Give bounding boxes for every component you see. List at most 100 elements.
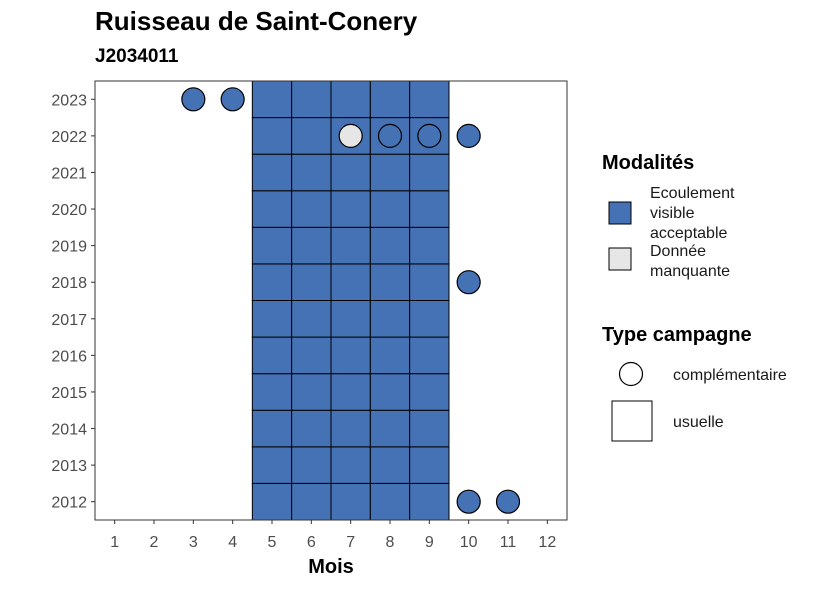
y-tick-label: 2014 <box>51 422 87 439</box>
usuelle-tile <box>330 153 371 192</box>
complementaire-point <box>220 87 245 112</box>
legend-label-manquante: Donnée <box>650 243 706 260</box>
x-tick-label: 7 <box>346 534 355 551</box>
complementaire-point <box>417 123 442 148</box>
usuelle-tile <box>409 300 450 338</box>
usuelle-tile <box>369 446 411 484</box>
usuelle-tile <box>251 482 293 521</box>
usuelle-tile <box>291 336 332 375</box>
usuelle-tile <box>330 80 371 119</box>
complementaire-point <box>377 123 403 148</box>
usuelle-tile <box>369 153 411 192</box>
usuelle-tile <box>291 153 332 192</box>
usuelle-tile <box>409 226 450 265</box>
legend-title-type: Type campagne <box>602 324 752 346</box>
usuelle-tile <box>330 446 371 484</box>
y-tick-label: 2017 <box>51 312 87 329</box>
y-tick-label: 2018 <box>51 275 87 292</box>
usuelle-tile <box>291 482 332 521</box>
complementaire-point <box>495 489 521 514</box>
x-tick-label: 12 <box>538 534 556 551</box>
legend-key-usuelle <box>611 400 653 442</box>
legend-label-usuelle: usuelle <box>673 414 724 431</box>
chart-title: Ruisseau de Saint-Conery <box>95 6 418 36</box>
usuelle-tile <box>251 373 293 411</box>
usuelle-tile <box>251 263 293 301</box>
usuelle-tile <box>369 80 411 119</box>
usuelle-tile <box>291 409 332 448</box>
legend-label-ecoulement: acceptable <box>650 225 727 242</box>
legend-key-manquante <box>608 247 632 271</box>
usuelle-tile <box>369 190 411 228</box>
x-tick-label: 4 <box>228 534 237 551</box>
y-tick-label: 2015 <box>51 385 87 402</box>
usuelle-tile <box>409 446 450 484</box>
x-tick-label: 8 <box>386 534 395 551</box>
x-tick-label: 5 <box>268 534 277 551</box>
chart-subtitle: J2034011 <box>95 46 179 67</box>
usuelle-tile <box>330 190 371 228</box>
usuelle-tile <box>251 190 293 228</box>
y-tick-label: 2012 <box>51 495 87 512</box>
x-tick-label: 2 <box>150 534 159 551</box>
usuelle-tile <box>409 409 450 448</box>
x-tick-label: 1 <box>110 534 119 551</box>
y-tick-label: 2013 <box>51 458 87 475</box>
usuelle-tile <box>369 482 411 521</box>
usuelle-tile <box>291 300 332 338</box>
y-tick-label: 2016 <box>51 348 87 365</box>
usuelle-tile <box>330 300 371 338</box>
usuelle-tile <box>251 300 293 338</box>
usuelle-tile <box>330 482 371 521</box>
x-tick-label: 6 <box>307 534 316 551</box>
usuelle-tile <box>251 336 293 375</box>
x-tick-label: 3 <box>189 534 198 551</box>
x-tick-label: 11 <box>500 534 517 551</box>
legend-key-complementaire <box>618 361 644 387</box>
complementaire-point <box>456 123 481 148</box>
usuelle-tile <box>369 373 411 411</box>
usuelle-tile <box>409 373 450 411</box>
usuelle-tile <box>291 190 332 228</box>
usuelle-tile <box>369 263 411 301</box>
y-tick-label: 2021 <box>51 165 87 182</box>
y-tick-label: 2023 <box>51 92 87 109</box>
usuelle-tile <box>291 263 332 301</box>
usuelle-tile <box>409 336 450 375</box>
legend-label-manquante: manquante <box>650 263 730 280</box>
usuelle-tile <box>369 226 411 265</box>
complementaire-point <box>338 123 363 148</box>
usuelle-tile <box>330 373 371 411</box>
usuelle-tile <box>409 263 450 301</box>
y-tick-label: 2019 <box>51 239 87 256</box>
usuelle-tile <box>409 190 450 228</box>
complementaire-point <box>456 270 481 295</box>
usuelle-tile <box>251 446 293 484</box>
usuelle-tile <box>251 80 293 119</box>
plot-border <box>94 80 568 521</box>
legend-label-ecoulement: visible <box>650 205 695 222</box>
x-tick-label: 9 <box>425 534 434 551</box>
usuelle-tile <box>369 300 411 338</box>
usuelle-tile <box>251 153 293 192</box>
x-tick-label: 10 <box>460 534 478 551</box>
x-axis-title: Mois <box>308 556 354 578</box>
legend-title-modalites: Modalités <box>602 152 694 174</box>
usuelle-tile <box>330 336 371 375</box>
usuelle-tile <box>291 117 332 155</box>
usuelle-tile <box>291 226 332 265</box>
usuelle-tile <box>251 117 293 155</box>
complementaire-point <box>181 87 206 112</box>
usuelle-tile <box>369 336 411 375</box>
usuelle-tile <box>330 409 371 448</box>
usuelle-tile <box>291 446 332 484</box>
legend-label-ecoulement: Ecoulement <box>650 185 735 202</box>
y-tick-label: 2020 <box>51 202 87 219</box>
usuelle-tile <box>409 80 450 119</box>
usuelle-tile <box>251 409 293 448</box>
usuelle-tile <box>291 80 332 119</box>
legend-label-complementaire: complémentaire <box>673 367 787 384</box>
usuelle-tile <box>330 263 371 301</box>
usuelle-tile <box>409 153 450 192</box>
